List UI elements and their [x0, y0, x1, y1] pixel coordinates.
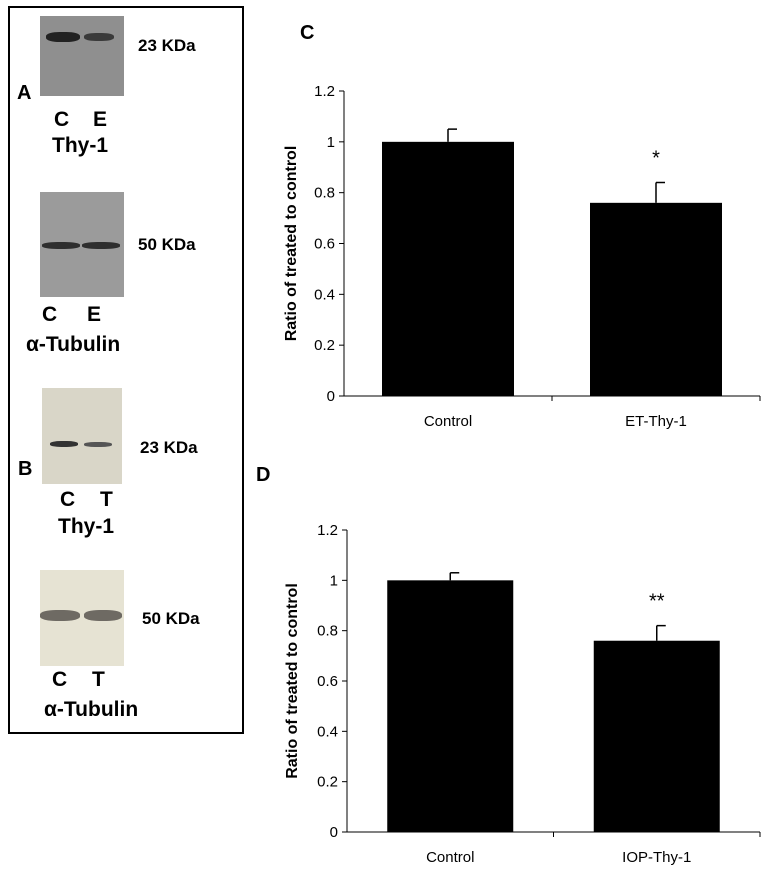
y-tick-label: 0.6 [317, 673, 338, 690]
y-tick-label: 1.2 [314, 83, 335, 100]
significance-marker: * [652, 148, 660, 170]
x-tick-label: Control [426, 849, 474, 866]
bar [382, 141, 514, 396]
protein-label: α-Tubulin [26, 333, 121, 356]
x-tick-label: ET-Thy-1 [625, 413, 687, 430]
kda-label: 50 KDa [138, 235, 196, 254]
bar [593, 640, 720, 832]
bar [590, 202, 722, 396]
panel-letter-d: D [256, 464, 271, 486]
panel-letter-b: B [18, 458, 33, 480]
lane-label: C [60, 488, 76, 511]
lane-label: C [42, 303, 58, 326]
western-blot-panel [8, 6, 244, 734]
band-lane-c [50, 441, 78, 447]
protein-label: α-Tubulin [44, 698, 139, 721]
y-tick-label: 0.8 [314, 185, 335, 202]
y-tick-label: 0.4 [314, 286, 335, 303]
lane-label: T [92, 668, 105, 691]
y-tick-label: 0.2 [314, 337, 335, 354]
x-tick-label: IOP-Thy-1 [622, 849, 691, 866]
blot-gel-tubulin-b [40, 570, 124, 666]
band-lane-e [82, 242, 120, 249]
band-lane-t [84, 610, 122, 621]
lane-label: C [54, 108, 70, 131]
panel-letter-c: C [300, 22, 315, 44]
y-axis-label: Ratio of treated to control [283, 146, 300, 342]
x-tick-label: Control [424, 413, 472, 430]
panel-letter-a: A [17, 82, 32, 104]
lane-label: E [93, 108, 108, 131]
y-tick-label: 1 [327, 134, 335, 151]
blot-gel-thy1-b [42, 388, 122, 484]
protein-label: Thy-1 [52, 134, 109, 157]
protein-label: Thy-1 [58, 515, 115, 538]
kda-label: 23 KDa [138, 36, 196, 55]
band-lane-e [84, 33, 114, 41]
bar [387, 580, 514, 832]
band-lane-c [42, 242, 80, 249]
significance-marker: ** [649, 591, 665, 613]
y-axis-label: Ratio of treated to control [284, 583, 301, 779]
y-tick-label: 1 [330, 572, 338, 589]
band-lane-c [40, 610, 80, 621]
band-lane-c [46, 32, 80, 42]
kda-label: 23 KDa [140, 438, 198, 457]
kda-label: 50 KDa [142, 609, 200, 628]
lane-label: C [52, 668, 68, 691]
y-tick-label: 1.2 [317, 522, 338, 539]
y-tick-label: 0.2 [317, 774, 338, 791]
blot-gel-tubulin-a [40, 192, 124, 297]
y-tick-label: 0.8 [317, 623, 338, 640]
y-tick-label: 0.4 [317, 723, 338, 740]
lane-label: T [100, 488, 113, 511]
blot-gel-thy1-a [40, 16, 124, 96]
y-tick-label: 0 [327, 388, 335, 405]
band-lane-t [84, 442, 112, 447]
lane-label: E [87, 303, 102, 326]
y-tick-label: 0.6 [314, 236, 335, 253]
y-tick-label: 0 [330, 824, 338, 841]
